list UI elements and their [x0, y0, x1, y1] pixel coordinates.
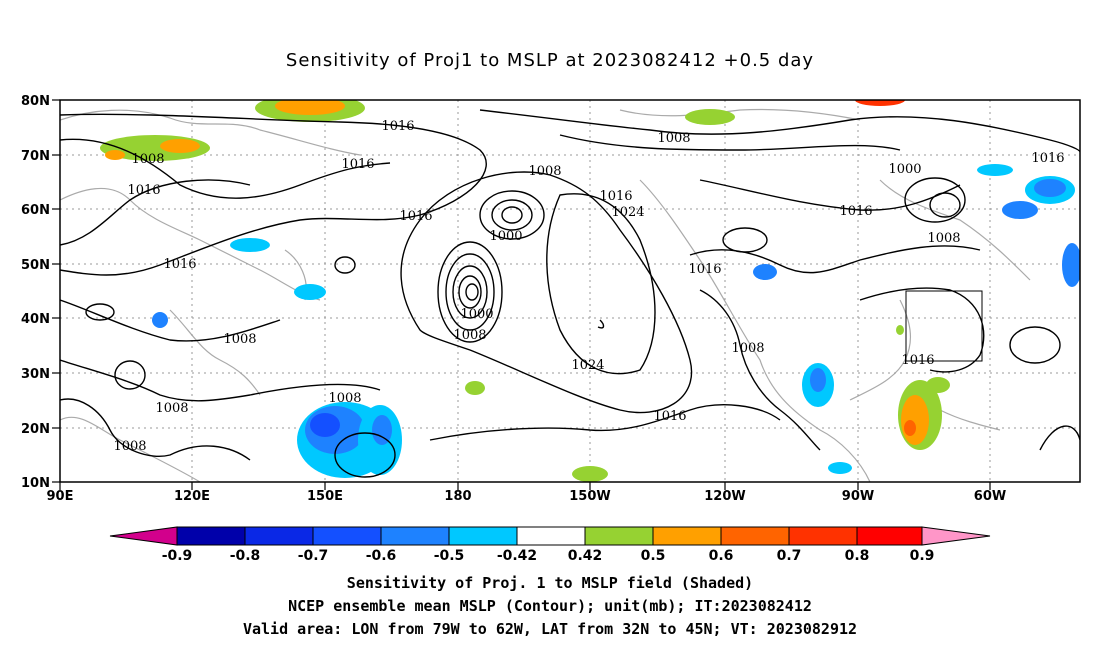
graticule — [60, 100, 1080, 482]
colorbar-label: 0.9 — [910, 548, 935, 564]
lat-label: 10N — [21, 476, 50, 491]
lon-label: 150W — [569, 489, 610, 504]
colorbar-swatch — [380, 526, 450, 546]
coastlines — [60, 108, 1031, 482]
colorbar: -0.9 -0.8 -0.7 -0.6 -0.5 -0.42 0.42 0.5 … — [109, 526, 991, 564]
contour-labels: 1016 1008 1016 1008 1016 1016 1016 1008 … — [113, 119, 1064, 454]
lon-label: 60W — [974, 489, 1006, 504]
contour-label: 1008 — [657, 131, 690, 146]
colorbar-label: -0.9 — [162, 548, 193, 564]
lat-label: 20N — [21, 422, 50, 437]
contour-label: 1000 — [888, 162, 921, 177]
colorbar-swatch — [652, 526, 722, 546]
colorbar-label: -0.42 — [497, 548, 537, 564]
lon-axis: 90E 120E 150E 180 150W 120W 90W 60W — [47, 482, 1006, 504]
caption-line-3: Valid area: LON from 79W to 62W, LAT fro… — [242, 620, 858, 638]
contour-label: 1016 — [163, 257, 196, 272]
lat-label: 50N — [21, 258, 50, 273]
colorbar-arrow-left — [109, 526, 178, 546]
contour-label: 1016 — [1031, 151, 1064, 166]
colorbar-swatch — [244, 526, 314, 546]
valid-area-box — [905, 290, 983, 362]
colorbar-label: 0.42 — [568, 548, 603, 564]
contour-label: 1016 — [399, 209, 432, 224]
lat-label: 60N — [21, 203, 50, 218]
chart-title: Sensitivity of Proj1 to MSLP at 20230824… — [285, 50, 815, 71]
contour-label: 1016 — [688, 262, 721, 277]
contour-label: 1008 — [453, 328, 486, 343]
contour-label: 1000 — [489, 229, 522, 244]
colorbar-swatch — [448, 526, 518, 546]
colorbar-label: 0.5 — [641, 548, 666, 564]
colorbar-label: -0.6 — [366, 548, 397, 564]
contour-label: 1024 — [611, 205, 644, 220]
contour-label: 1016 — [653, 409, 686, 424]
contour-label: 1016 — [127, 183, 160, 198]
lat-axis: 80N 70N 60N 50N 40N 30N 20N 10N — [21, 94, 60, 491]
colorbar-label: -0.5 — [434, 548, 465, 564]
sensitivity-shading — [100, 100, 1080, 482]
contour-label: 1024 — [571, 358, 604, 373]
plot-frame — [59, 99, 1081, 483]
colorbar-swatch — [312, 526, 382, 546]
contour-label: 1008 — [528, 164, 561, 179]
colorbar-swatch — [856, 526, 923, 546]
contour-label: 1008 — [731, 341, 764, 356]
contour-label: 1008 — [223, 332, 256, 347]
map-plot-area: 1016 1008 1016 1008 1016 1016 1016 1008 … — [60, 100, 1080, 482]
colorbar-swatch — [788, 526, 858, 546]
contour-label: 1016 — [381, 119, 414, 134]
colorbar-swatch — [720, 526, 790, 546]
contour-label: 1008 — [328, 391, 361, 406]
colorbar-label: 0.6 — [709, 548, 734, 564]
lon-label: 90W — [842, 489, 874, 504]
lon-label: 150E — [307, 489, 343, 504]
lon-label: 120W — [704, 489, 745, 504]
lat-label: 80N — [21, 94, 50, 109]
contour-label: 1008 — [113, 439, 146, 454]
colorbar-label: -0.7 — [298, 548, 329, 564]
lat-label: 40N — [21, 312, 50, 327]
colorbar-label: 0.8 — [845, 548, 870, 564]
lat-label: 30N — [21, 367, 50, 382]
colorbar-swatch — [584, 526, 654, 546]
contour-label: 1000 — [460, 307, 493, 322]
lon-label: 90E — [47, 489, 74, 504]
lon-label: 120E — [174, 489, 210, 504]
caption-line-1: Sensitivity of Proj. 1 to MSLP field (Sh… — [346, 574, 754, 592]
lat-label: 70N — [21, 149, 50, 164]
contour-label: 1008 — [155, 401, 188, 416]
contour-label: 1016 — [901, 353, 934, 368]
colorbar-label: -0.8 — [230, 548, 261, 564]
colorbar-swatch — [176, 526, 246, 546]
colorbar-swatch — [516, 526, 586, 546]
mslp-contours — [60, 109, 1080, 478]
caption-line-2: NCEP ensemble mean MSLP (Contour); unit(… — [288, 597, 812, 615]
contour-label: 1016 — [839, 204, 872, 219]
contour-label: 1008 — [927, 231, 960, 246]
lon-label: 180 — [444, 489, 471, 504]
contour-label: 1016 — [341, 157, 374, 172]
contour-label: 1016 — [599, 189, 632, 204]
colorbar-arrow-right — [921, 526, 991, 546]
colorbar-label: 0.7 — [777, 548, 802, 564]
contour-label: 1008 — [131, 152, 164, 167]
